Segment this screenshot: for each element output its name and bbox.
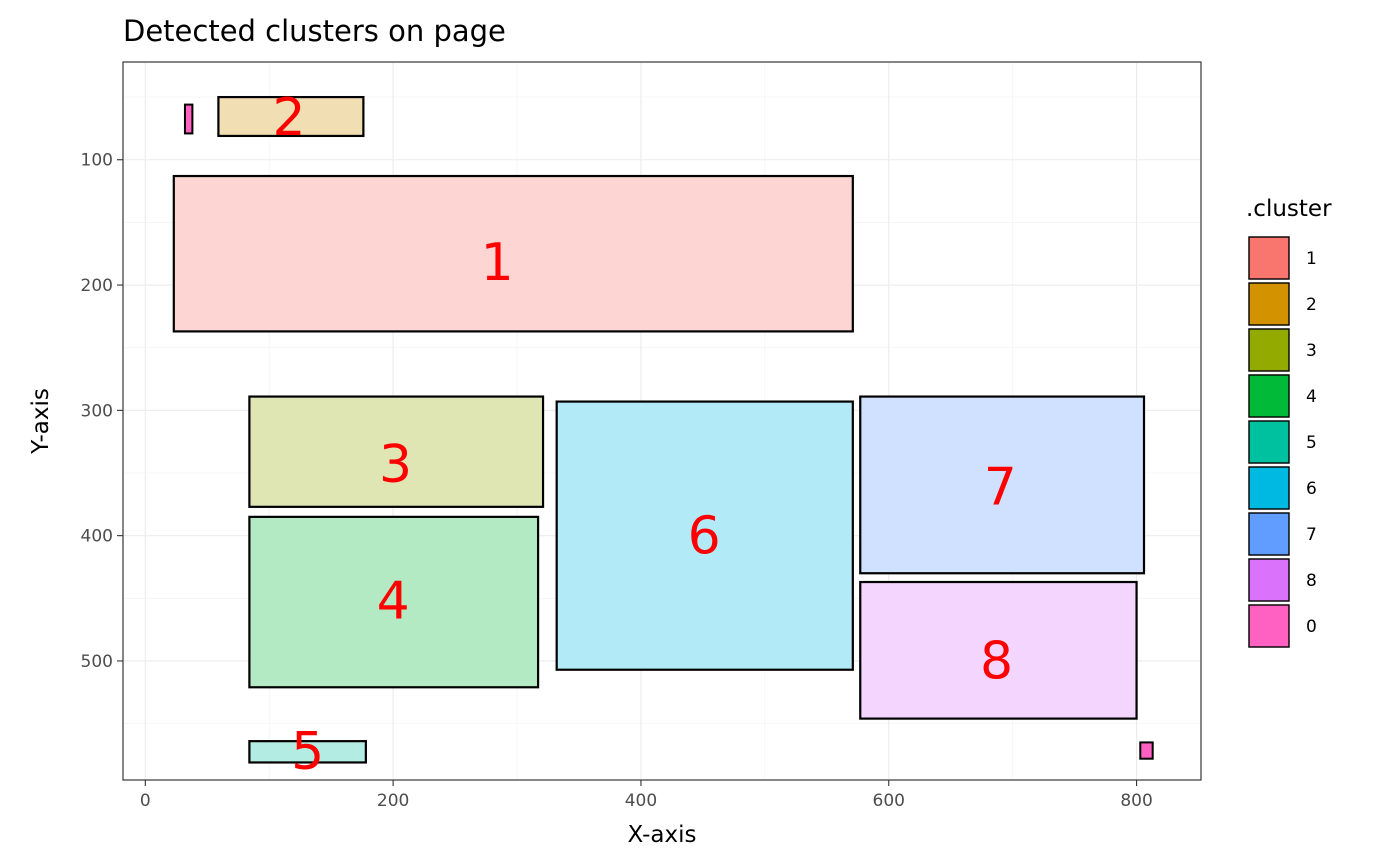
cluster-2: 2	[217, 88, 365, 148]
legend-label: 0	[1306, 617, 1317, 637]
cluster-4-hull	[248, 515, 540, 689]
cluster-2-label: 2	[272, 88, 305, 148]
legend-swatch	[1248, 420, 1290, 464]
y-tick-label: 200	[81, 276, 113, 296]
cluster-5: 5	[248, 722, 367, 782]
legend-entry-5: 5	[1248, 420, 1317, 464]
legend-swatch	[1248, 236, 1290, 280]
cluster-7-hull	[859, 395, 1146, 575]
legend-entry-6: 6	[1248, 466, 1317, 510]
x-axis-title: X-axis	[628, 822, 697, 848]
x-tick-label: 200	[377, 791, 409, 811]
legend-swatch	[1248, 512, 1290, 556]
chart-title: Detected clusters on page	[123, 14, 506, 48]
y-tick-label: 400	[81, 527, 113, 547]
cluster-1: 1	[172, 174, 854, 333]
x-tick-label: 400	[625, 791, 657, 811]
cluster-6-hull	[555, 400, 854, 671]
legend-label: 2	[1306, 295, 1317, 315]
legend-entry-4: 4	[1248, 374, 1317, 418]
legend-swatch	[1248, 466, 1290, 510]
legend-swatch	[1248, 328, 1290, 372]
cluster-4-label: 4	[377, 572, 410, 632]
cluster-6-label: 6	[688, 506, 721, 566]
legend-label: 5	[1306, 433, 1317, 453]
cluster-3-label: 3	[379, 435, 412, 495]
cluster-7: 7	[859, 395, 1146, 575]
legend-label: 8	[1306, 571, 1317, 591]
cluster-7-label: 7	[984, 458, 1017, 518]
cluster-2-hull	[217, 95, 365, 138]
cluster-3: 3	[248, 395, 545, 508]
y-tick-label: 500	[81, 652, 113, 672]
axes: 0 200 400 600 800 100 200 300 400 500	[81, 151, 1153, 811]
cluster-8-label: 8	[980, 632, 1013, 692]
y-tick-label: 300	[81, 401, 113, 421]
legend-label: 7	[1306, 525, 1317, 545]
legend-entry-8: 8	[1248, 558, 1317, 602]
legend-entry-3: 3	[1248, 328, 1317, 372]
cluster-6: 6	[555, 400, 854, 671]
cluster-5-label: 5	[291, 722, 324, 782]
cluster-1-label: 1	[481, 233, 514, 293]
x-tick-label: 0	[140, 791, 151, 811]
legend-label: 6	[1306, 479, 1317, 499]
legend-label: 3	[1306, 341, 1317, 361]
noise-block	[183, 103, 194, 135]
cluster-1-hull	[172, 174, 854, 333]
x-tick-label: 800	[1120, 791, 1152, 811]
legend-label: 4	[1306, 387, 1317, 407]
cluster-4: 4	[248, 515, 540, 689]
cluster-3-hull	[248, 395, 545, 508]
legend-swatch	[1248, 374, 1290, 418]
legend-label: 1	[1306, 249, 1317, 269]
legend-entry-1: 1	[1248, 236, 1317, 280]
cluster-5-hull	[248, 740, 367, 764]
legend-swatch	[1248, 604, 1290, 648]
legend-title: .cluster	[1246, 196, 1332, 222]
legend-entry-2: 2	[1248, 282, 1317, 326]
y-axis-title: Y-axis	[28, 388, 54, 455]
legend-entry-0: 0	[1248, 604, 1317, 648]
legend-entry-7: 7	[1248, 512, 1317, 556]
legend-swatch	[1248, 282, 1290, 326]
noise-block	[1139, 741, 1154, 760]
legend-swatch	[1248, 558, 1290, 602]
legend: .cluster 1 2 3 4 5 6 7 8 0	[1246, 196, 1332, 648]
y-tick-label: 100	[81, 151, 113, 171]
x-tick-label: 600	[873, 791, 905, 811]
plot-panel-border	[122, 61, 1202, 781]
cluster-8-hull	[859, 580, 1138, 720]
cluster-0	[183, 103, 1154, 760]
data-layer: 1 2 3 4 6 7 8 5	[172, 88, 1154, 782]
cluster-8: 8	[859, 580, 1138, 720]
